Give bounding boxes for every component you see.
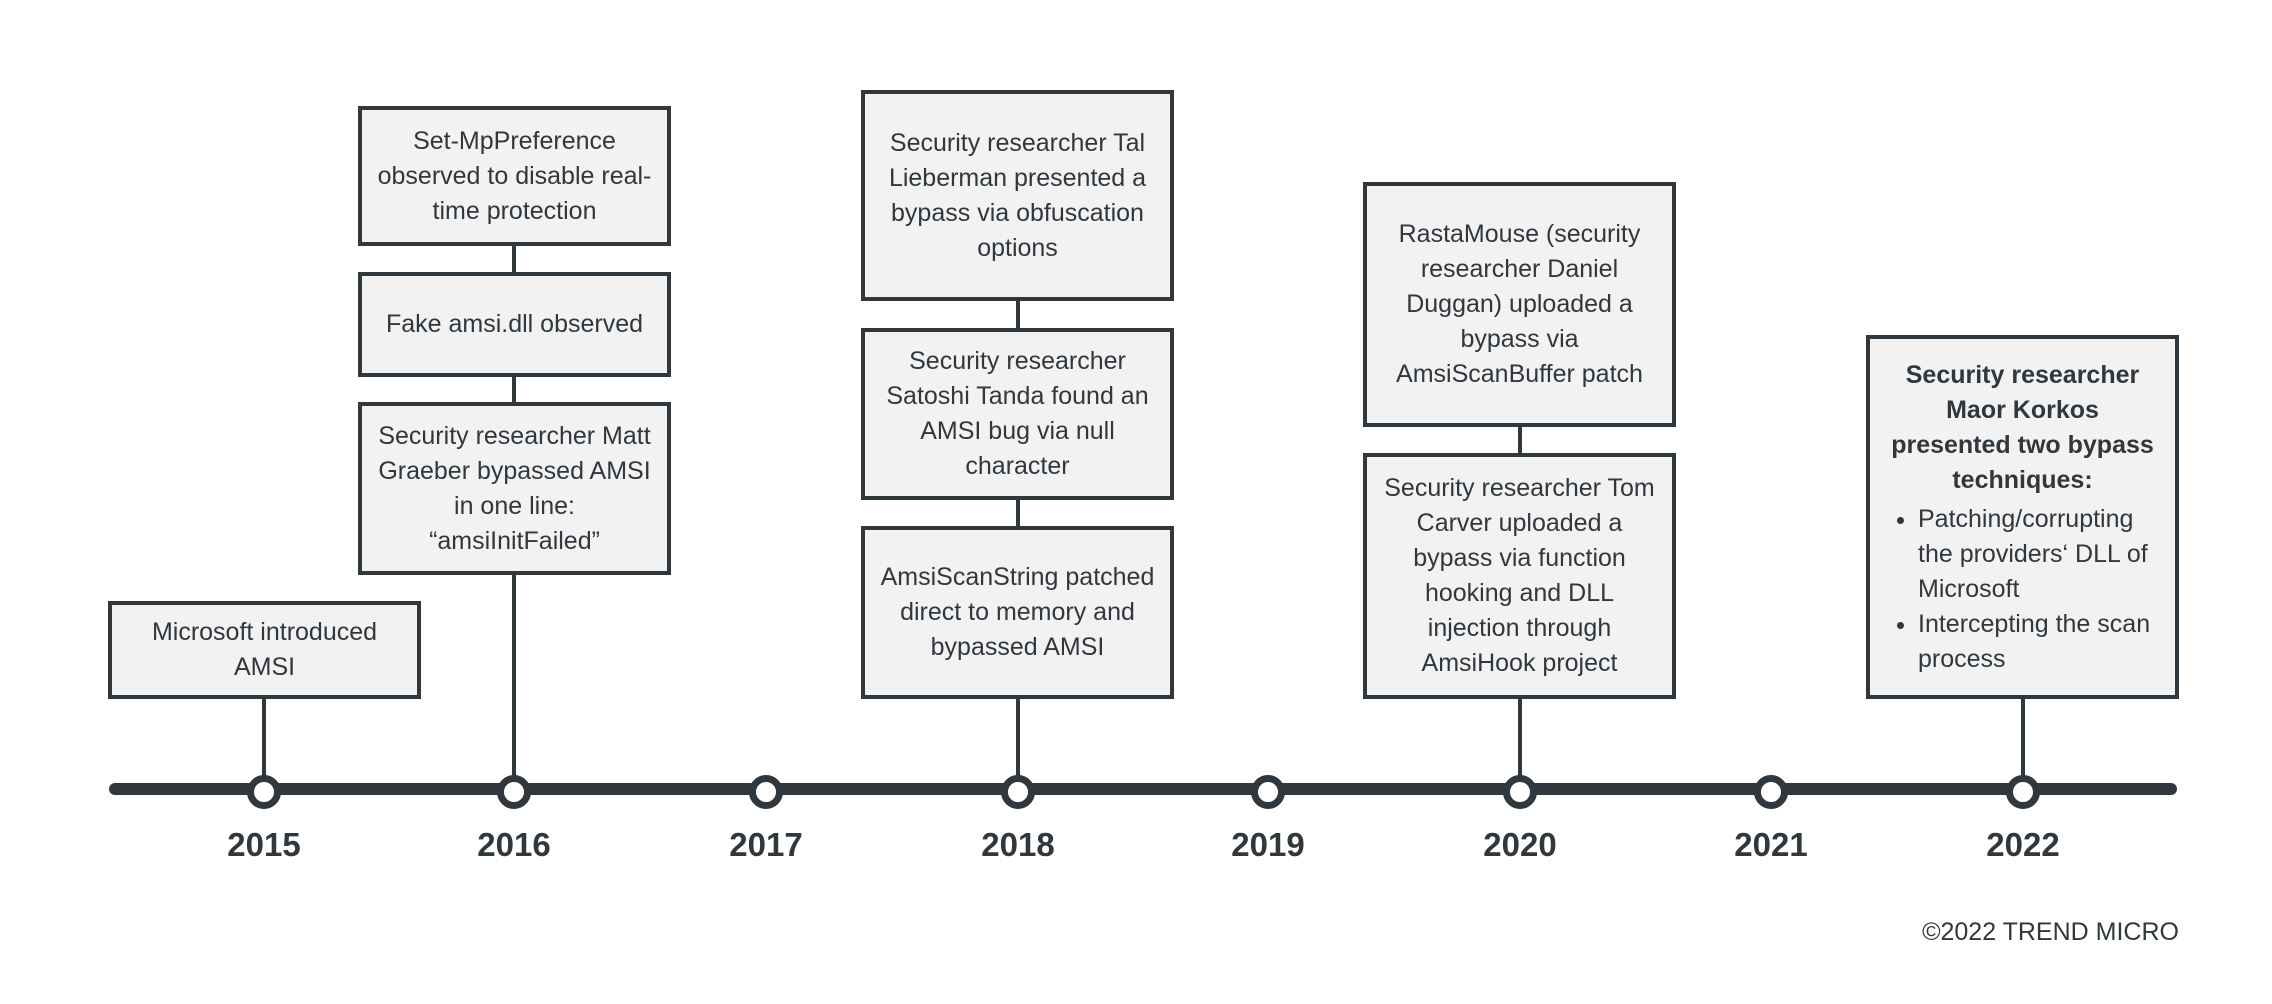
year-label: 2020 [1483, 826, 1557, 863]
event-box-2018-b: Security researcher Satoshi Tanda found … [861, 328, 1174, 500]
event-box-2018-a: Security researcher Tal Lieberman presen… [861, 90, 1174, 301]
year-marker-2017 [749, 775, 783, 809]
event-box-2016-b: Fake amsi.dll observed [358, 272, 671, 377]
event-box-2016-a: Set-MpPreference observed to disable rea… [358, 106, 671, 246]
event-text: Microsoft introduced AMSI [151, 618, 378, 681]
year-label: 2015 [227, 826, 301, 863]
year-marker-2019 [1251, 775, 1285, 809]
year-marker-2015 [247, 775, 281, 809]
connector-2015 [262, 699, 266, 785]
event-box-2016-c: Security researcher Matt Graeber bypasse… [358, 402, 671, 575]
year-label: 2022 [1986, 826, 2060, 863]
event-text: Fake amsi.dll observed [385, 310, 644, 338]
event-box-2015: Microsoft introduced AMSI [108, 601, 421, 699]
year-label: 2019 [1231, 826, 1305, 863]
year-marker-2020 [1503, 775, 1537, 809]
event-text: AmsiScanString patched direct to memory … [880, 563, 1155, 661]
year-label: 2016 [477, 826, 551, 863]
year-label: 2021 [1734, 826, 1808, 863]
event-text: Set-MpPreference observed to disable rea… [377, 126, 652, 225]
year-label: 2018 [981, 826, 1055, 863]
event-title: Security researcher Maor Korkos presente… [1891, 360, 2154, 494]
event-box-2018-c: AmsiScanString patched direct to memory … [861, 526, 1174, 699]
event-text: Security researcher Matt Graeber bypasse… [378, 421, 651, 555]
event-text: Security researcher Satoshi Tanda found … [886, 347, 1149, 480]
year-marker-2022 [2006, 775, 2040, 809]
timeline-axis [109, 783, 2177, 795]
event-text: RastaMouse (security researcher Daniel D… [1396, 220, 1643, 388]
event-text: Security researcher Tal Lieberman presen… [888, 128, 1147, 262]
technique-list: Patching/corrupting the providers‘ DLL o… [1884, 502, 2161, 677]
year-marker-2016 [497, 775, 531, 809]
event-box-2022: Security researcher Maor Korkos presente… [1866, 335, 2179, 699]
year-marker-2021 [1754, 775, 1788, 809]
year-label: 2017 [729, 826, 803, 863]
event-box-2020-a: RastaMouse (security researcher Daniel D… [1363, 182, 1676, 427]
event-text: Security researcher Tom Carver uploaded … [1384, 474, 1655, 677]
technique-item: Intercepting the scan process [1918, 607, 2161, 677]
copyright: ©2022 TREND MICRO [1922, 918, 2179, 946]
event-box-2020-b: Security researcher Tom Carver uploaded … [1363, 453, 1676, 699]
technique-item: Patching/corrupting the providers‘ DLL o… [1918, 502, 2161, 607]
connector-2022 [2021, 699, 2025, 785]
year-marker-2018 [1001, 775, 1035, 809]
